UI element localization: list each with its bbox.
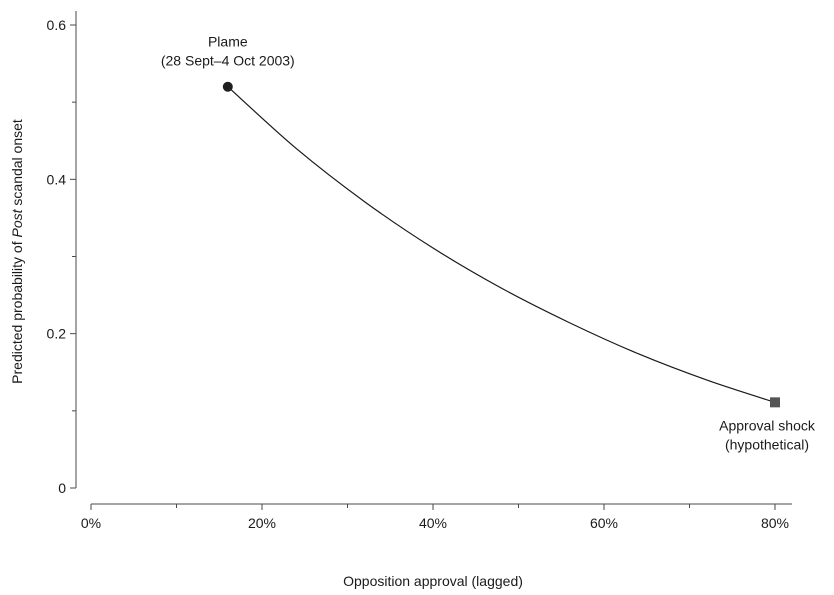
approval-shock-label-title: Approval shock — [719, 417, 816, 433]
y-axis-title: Predicted probability of Post scandal on… — [9, 119, 25, 384]
plot-area: 0% 20% 40% 60% 80% 0 0.2 0.4 0.6 Opposition appro… — [9, 11, 816, 589]
plame-label-dates: (28 Sept–4 Oct 2003) — [161, 53, 295, 69]
y-tick-label: 0.2 — [47, 326, 67, 342]
y-tick-label: 0 — [58, 480, 66, 496]
x-tick-label: 40% — [419, 515, 447, 531]
plame-label-title: Plame — [208, 34, 248, 50]
y-axis-title-suffix: scandal onset — [9, 119, 25, 209]
approval-shock-point-marker — [770, 397, 780, 408]
probability-curve — [227, 86, 776, 403]
x-tick-label: 0% — [81, 515, 101, 531]
y-tick-label: 0.6 — [47, 17, 67, 33]
y-axis-title-prefix: Predicted probability of — [9, 238, 25, 384]
x-tick-label: 80% — [761, 515, 789, 531]
x-tick-label: 20% — [248, 515, 276, 531]
y-axis-title-emphasis: Post — [9, 208, 25, 237]
x-axis-title: Opposition approval (lagged) — [343, 573, 523, 589]
x-tick-label: 60% — [590, 515, 618, 531]
y-tick-label: 0.4 — [47, 171, 67, 187]
approval-shock-label-note: (hypothetical) — [725, 436, 809, 452]
plame-point-marker — [222, 81, 233, 92]
